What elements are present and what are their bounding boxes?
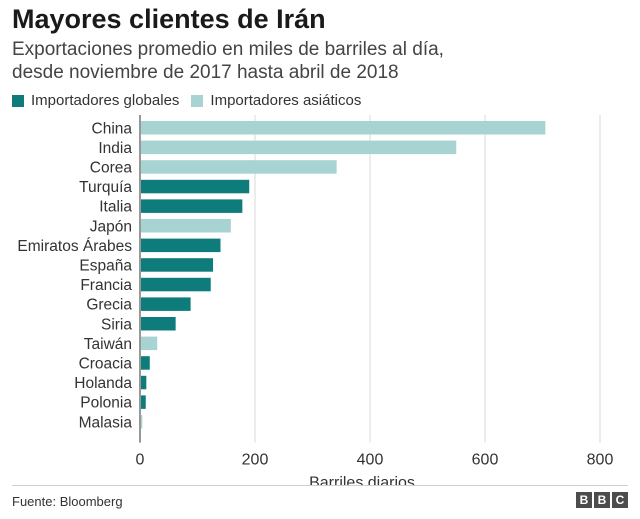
bar-15	[141, 415, 143, 429]
bar-3	[141, 179, 250, 194]
category-label-11: Taiwán	[84, 336, 132, 353]
chart-title: Mayores clientes de Irán	[12, 4, 326, 34]
bars	[141, 121, 546, 429]
category-label-1: India	[98, 140, 132, 157]
bar-12	[141, 356, 150, 370]
x-tick-label-0: 0	[136, 452, 145, 469]
category-label-2: Corea	[90, 159, 133, 176]
bbc-logo-letter-3: C	[612, 492, 628, 508]
x-tick-label-200: 200	[242, 452, 269, 469]
category-label-5: Japón	[90, 218, 132, 235]
category-label-6: Emiratos Árabes	[17, 238, 132, 255]
legend-label-global: Importadores globales	[31, 92, 180, 109]
category-label-13: Holanda	[74, 375, 132, 392]
chart-legend: Importadores globales Importadores asiát…	[12, 92, 373, 109]
bar-13	[141, 375, 147, 390]
category-label-3: Turquía	[79, 179, 132, 196]
bbc-logo-letter-2: B	[594, 492, 610, 508]
category-label-10: Siria	[101, 316, 132, 333]
category-label-14: Polonia	[80, 395, 132, 412]
category-label-4: Italia	[99, 199, 132, 216]
bar-14	[141, 395, 146, 409]
category-label-12: Croacia	[79, 355, 133, 372]
bbc-logo-letter-1: B	[576, 492, 592, 508]
x-tick-labels: 0 200 400 600 800	[136, 452, 614, 469]
bar-chart: China India Corea Turquía Italia Japón Emirato…	[17, 115, 614, 485]
footer-divider	[12, 485, 628, 486]
category-label-8: Francia	[80, 277, 132, 294]
x-tick-label-600: 600	[472, 452, 499, 469]
subtitle-line-2: desde noviembre de 2017 hasta abril de 2…	[12, 62, 399, 83]
chart-subtitle: Exportaciones promedio en miles de barri…	[12, 38, 622, 84]
legend-item-global: Importadores globales	[12, 92, 179, 109]
bar-0	[141, 121, 546, 135]
category-labels: China India Corea Turquía Italia Japón Emirato…	[17, 120, 132, 431]
subtitle-line-1: Exportaciones promedio en miles de barri…	[12, 39, 444, 60]
bar-10	[141, 317, 176, 331]
category-label-15: Malasia	[79, 414, 133, 431]
bar-4	[141, 199, 243, 213]
legend-label-asian: Importadores asiáticos	[210, 92, 362, 109]
bar-6	[141, 238, 221, 253]
category-label-0: China	[92, 120, 133, 137]
bar-1	[141, 140, 457, 155]
bbc-logo: B B C	[576, 492, 628, 508]
legend-item-asian: Importadores asiáticos	[191, 92, 361, 109]
bar-5	[141, 219, 231, 233]
category-label-9: Grecia	[86, 297, 132, 314]
bar-8	[141, 277, 211, 292]
x-tick-label-400: 400	[357, 452, 384, 469]
bar-11	[141, 336, 158, 351]
bar-7	[141, 258, 214, 272]
bar-2	[141, 160, 337, 174]
x-tick-label-800: 800	[587, 452, 614, 469]
legend-swatch-global	[12, 94, 24, 107]
source-note: Fuente: Bloomberg	[12, 494, 123, 509]
legend-swatch-asian	[191, 94, 204, 107]
category-label-7: España	[79, 257, 132, 274]
bar-9	[141, 297, 191, 311]
x-axis-label: Barriles diarios	[309, 475, 415, 485]
